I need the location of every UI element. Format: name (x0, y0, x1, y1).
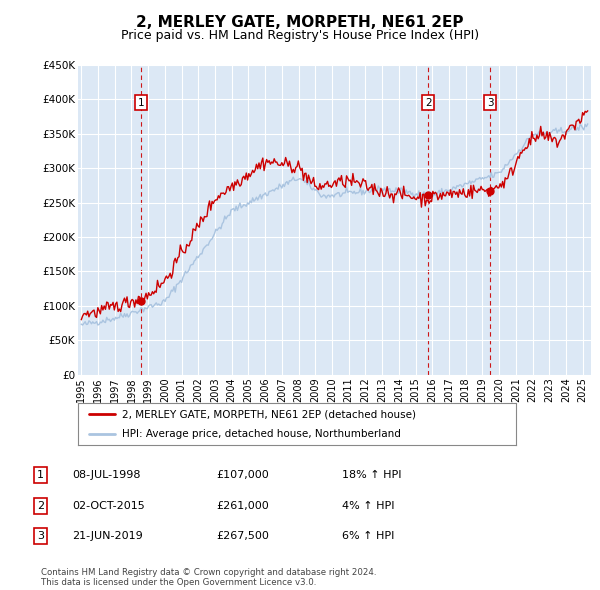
Text: 4% ↑ HPI: 4% ↑ HPI (342, 501, 395, 510)
Text: £267,500: £267,500 (216, 532, 269, 541)
Text: 2, MERLEY GATE, MORPETH, NE61 2EP (detached house): 2, MERLEY GATE, MORPETH, NE61 2EP (detac… (122, 409, 416, 419)
Text: 2: 2 (37, 501, 44, 510)
Text: 6% ↑ HPI: 6% ↑ HPI (342, 532, 394, 541)
Text: 21-JUN-2019: 21-JUN-2019 (72, 532, 143, 541)
Text: 3: 3 (487, 98, 494, 108)
Text: 08-JUL-1998: 08-JUL-1998 (72, 470, 140, 480)
Text: 2, MERLEY GATE, MORPETH, NE61 2EP: 2, MERLEY GATE, MORPETH, NE61 2EP (136, 15, 464, 30)
Text: Contains HM Land Registry data © Crown copyright and database right 2024.
This d: Contains HM Land Registry data © Crown c… (41, 568, 376, 587)
Text: 1: 1 (137, 98, 144, 108)
Text: 2: 2 (425, 98, 431, 108)
Text: £261,000: £261,000 (216, 501, 269, 510)
Text: 3: 3 (37, 532, 44, 541)
Text: 1: 1 (37, 470, 44, 480)
Text: £107,000: £107,000 (216, 470, 269, 480)
Text: Price paid vs. HM Land Registry's House Price Index (HPI): Price paid vs. HM Land Registry's House … (121, 30, 479, 42)
Text: 02-OCT-2015: 02-OCT-2015 (72, 501, 145, 510)
Text: 18% ↑ HPI: 18% ↑ HPI (342, 470, 401, 480)
Text: HPI: Average price, detached house, Northumberland: HPI: Average price, detached house, Nort… (122, 429, 401, 439)
